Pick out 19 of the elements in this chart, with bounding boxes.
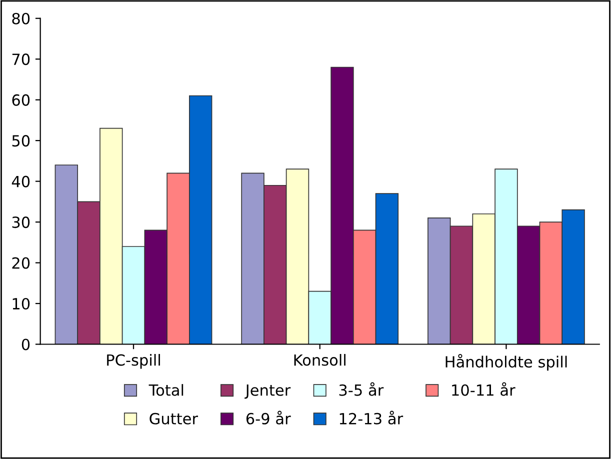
x-tick-label: Konsoll: [294, 354, 346, 366]
y-tick-label: 10: [12, 298, 30, 310]
x-tick-label: Håndholdte spill: [446, 354, 567, 371]
y-tick-label: 20: [12, 257, 30, 269]
legend-label: 12-13 år: [340, 410, 404, 424]
y-tick-label: 40: [12, 176, 30, 188]
y-tick-label: 0: [22, 338, 30, 350]
x-tick-label: PC-spill: [107, 354, 160, 369]
y-tick-label: 60: [12, 94, 30, 106]
y-tick-label: 50: [12, 135, 30, 147]
legend-label: 6-9 år: [246, 410, 291, 424]
legend-label: 3-5 år: [339, 382, 384, 396]
y-tick-label: 80: [12, 12, 30, 24]
legend-label: Gutter: [150, 412, 198, 424]
y-tick-label: 70: [12, 54, 30, 66]
y-tick-label: 30: [12, 216, 30, 228]
legend-label: Total: [148, 384, 184, 396]
legend-label: 10-11 år: [452, 382, 516, 396]
legend-label: Jenter: [244, 384, 291, 399]
